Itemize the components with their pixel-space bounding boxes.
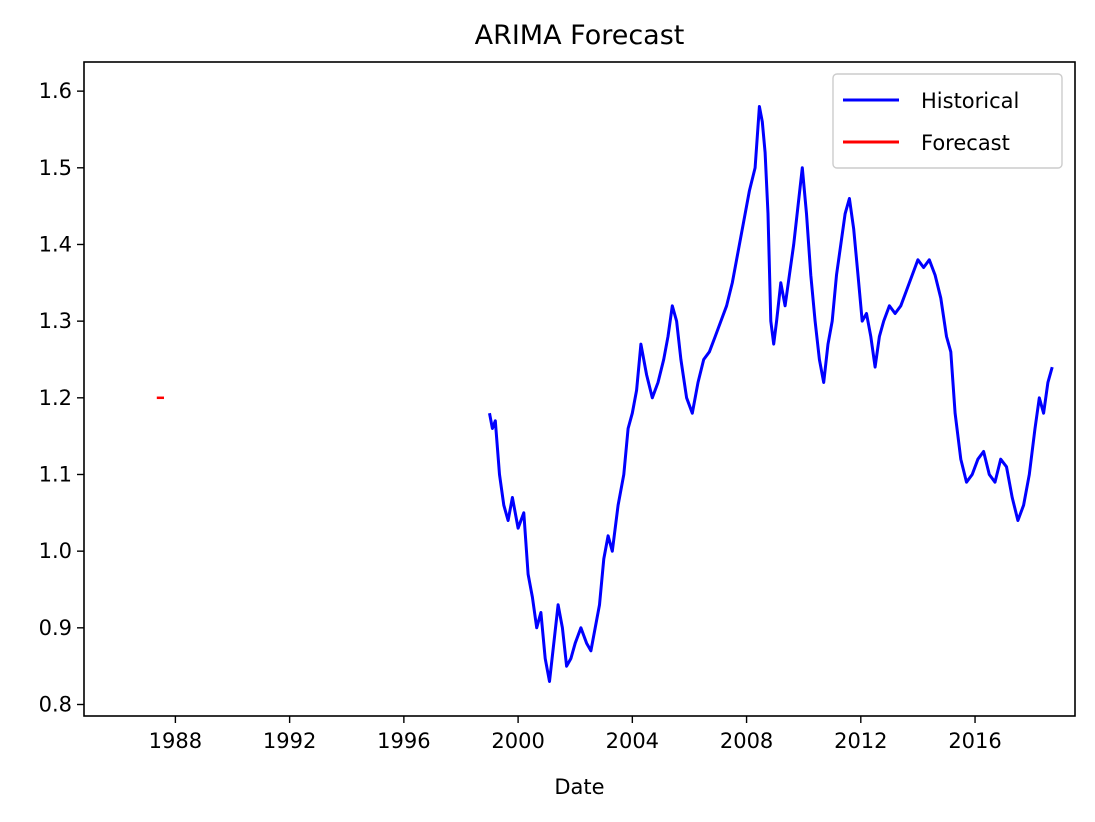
x-tick-label: 1988 xyxy=(149,729,202,753)
legend: Historical Forecast xyxy=(832,73,1063,169)
x-tick-label: 1996 xyxy=(377,729,430,753)
y-tick-label: 1.5 xyxy=(39,156,72,180)
y-axis: 0.8 0.9 1.0 1.1 1.2 1.3 1.4 1.5 1.6 xyxy=(39,79,84,716)
x-tick-label: 2004 xyxy=(606,729,659,753)
x-axis: 1988 1992 1996 2000 2004 2008 2012 2016 xyxy=(149,716,1002,753)
x-tick-label: 2012 xyxy=(834,729,887,753)
x-tick-label: 2016 xyxy=(948,729,1001,753)
series-line-historical xyxy=(488,105,1054,683)
y-tick-label: 1.1 xyxy=(39,462,72,486)
plot-area xyxy=(156,105,1054,683)
y-tick-label: 1.3 xyxy=(39,309,72,333)
axes-frame xyxy=(83,61,1076,717)
legend-label-historical: Historical xyxy=(921,89,1019,113)
chart-title: ARIMA Forecast xyxy=(475,20,685,51)
y-tick-label: 1.2 xyxy=(39,386,72,410)
y-tick-label: 0.8 xyxy=(39,692,72,716)
y-tick-label: 1.6 xyxy=(39,79,72,103)
y-tick-label: 0.9 xyxy=(39,616,72,640)
x-axis-label: Date xyxy=(554,775,604,799)
y-tick-label: 1.4 xyxy=(39,232,72,256)
x-tick-label: 2000 xyxy=(491,729,544,753)
x-tick-label: 1992 xyxy=(263,729,316,753)
legend-label-forecast: Forecast xyxy=(921,131,1010,155)
y-tick-label: 1.0 xyxy=(39,539,72,563)
x-tick-label: 2008 xyxy=(720,729,773,753)
legend-box xyxy=(832,73,1063,169)
